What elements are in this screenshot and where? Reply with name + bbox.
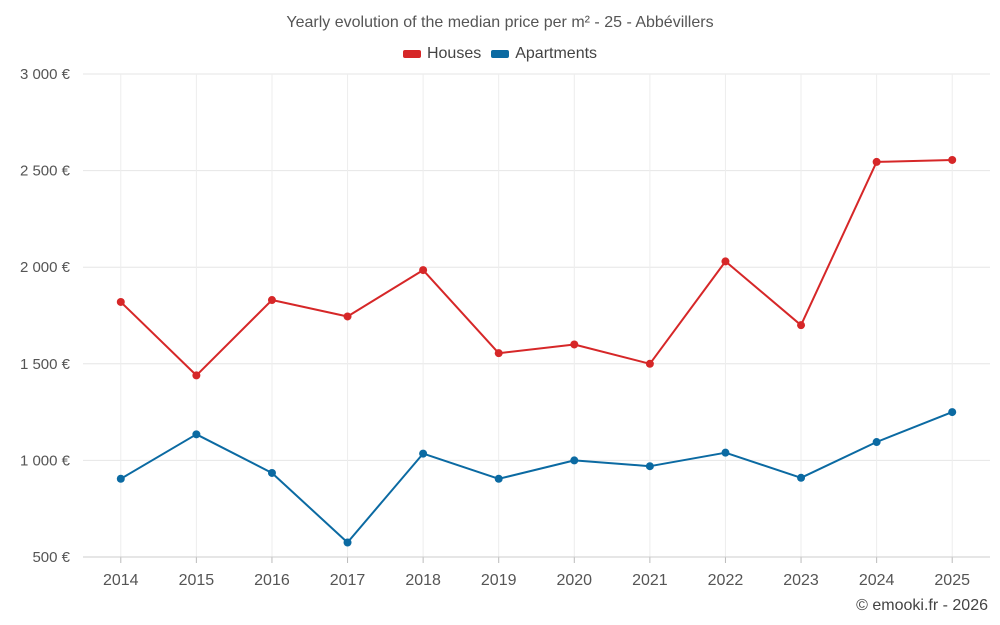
chart-title: Yearly evolution of the median price per… xyxy=(286,14,714,31)
x-tick-label: 2025 xyxy=(934,572,970,589)
data-point-apartments[interactable] xyxy=(872,438,881,447)
data-point-houses[interactable] xyxy=(116,297,125,306)
data-point-apartments[interactable] xyxy=(948,408,957,417)
y-tick-label: 1 000 € xyxy=(20,452,71,469)
data-point-houses[interactable] xyxy=(645,359,654,368)
x-tick-label: 2018 xyxy=(405,572,441,589)
y-tick-label: 3 000 € xyxy=(20,66,71,83)
data-point-apartments[interactable] xyxy=(267,468,276,477)
data-point-apartments[interactable] xyxy=(494,474,503,483)
x-tick-label: 2019 xyxy=(481,572,517,589)
data-point-apartments[interactable] xyxy=(645,462,654,471)
data-point-houses[interactable] xyxy=(343,312,352,321)
legend-swatch-houses xyxy=(402,50,421,58)
data-point-apartments[interactable] xyxy=(192,430,201,439)
x-tick-label: 2024 xyxy=(859,572,895,589)
x-tick-label: 2022 xyxy=(708,572,744,589)
data-point-houses[interactable] xyxy=(494,349,503,358)
legend-label-houses: Houses xyxy=(426,45,482,62)
x-tick-label: 2020 xyxy=(556,572,592,589)
data-point-houses[interactable] xyxy=(192,371,201,380)
data-point-houses[interactable] xyxy=(419,266,428,275)
legend-swatch-apartments xyxy=(491,50,510,58)
y-tick-label: 500 € xyxy=(32,549,70,566)
legend-item-apartments[interactable]: Apartments xyxy=(491,45,597,63)
data-point-apartments[interactable] xyxy=(116,474,125,483)
data-point-houses[interactable] xyxy=(570,340,579,349)
data-point-houses[interactable] xyxy=(797,321,806,330)
y-tick-label: 2 500 € xyxy=(20,163,71,180)
x-tick-label: 2014 xyxy=(103,572,139,589)
legend: Houses Apartments xyxy=(0,45,1000,63)
data-point-houses[interactable] xyxy=(721,257,730,266)
data-point-apartments[interactable] xyxy=(419,449,428,458)
data-point-houses[interactable] xyxy=(948,155,957,164)
series-line-houses xyxy=(120,159,953,377)
data-point-apartments[interactable] xyxy=(721,448,730,457)
x-tick-label: 2016 xyxy=(254,572,290,589)
data-point-apartments[interactable] xyxy=(343,538,352,547)
x-tick-label: 2015 xyxy=(179,572,215,589)
y-tick-label: 1 500 € xyxy=(20,356,71,373)
data-point-houses[interactable] xyxy=(267,296,276,305)
y-tick-label: 2 000 € xyxy=(20,259,71,276)
credit-text: © emooki.fr - 2026 xyxy=(856,597,988,614)
legend-item-houses[interactable]: Houses xyxy=(402,45,482,63)
x-tick-label: 2017 xyxy=(330,572,366,589)
data-point-apartments[interactable] xyxy=(570,456,579,465)
x-tick-label: 2023 xyxy=(783,572,819,589)
x-tick-label: 2021 xyxy=(632,572,668,589)
legend-label-apartments: Apartments xyxy=(515,45,598,62)
data-point-apartments[interactable] xyxy=(797,473,806,482)
data-point-houses[interactable] xyxy=(872,157,881,166)
series-line-apartments xyxy=(120,411,953,544)
